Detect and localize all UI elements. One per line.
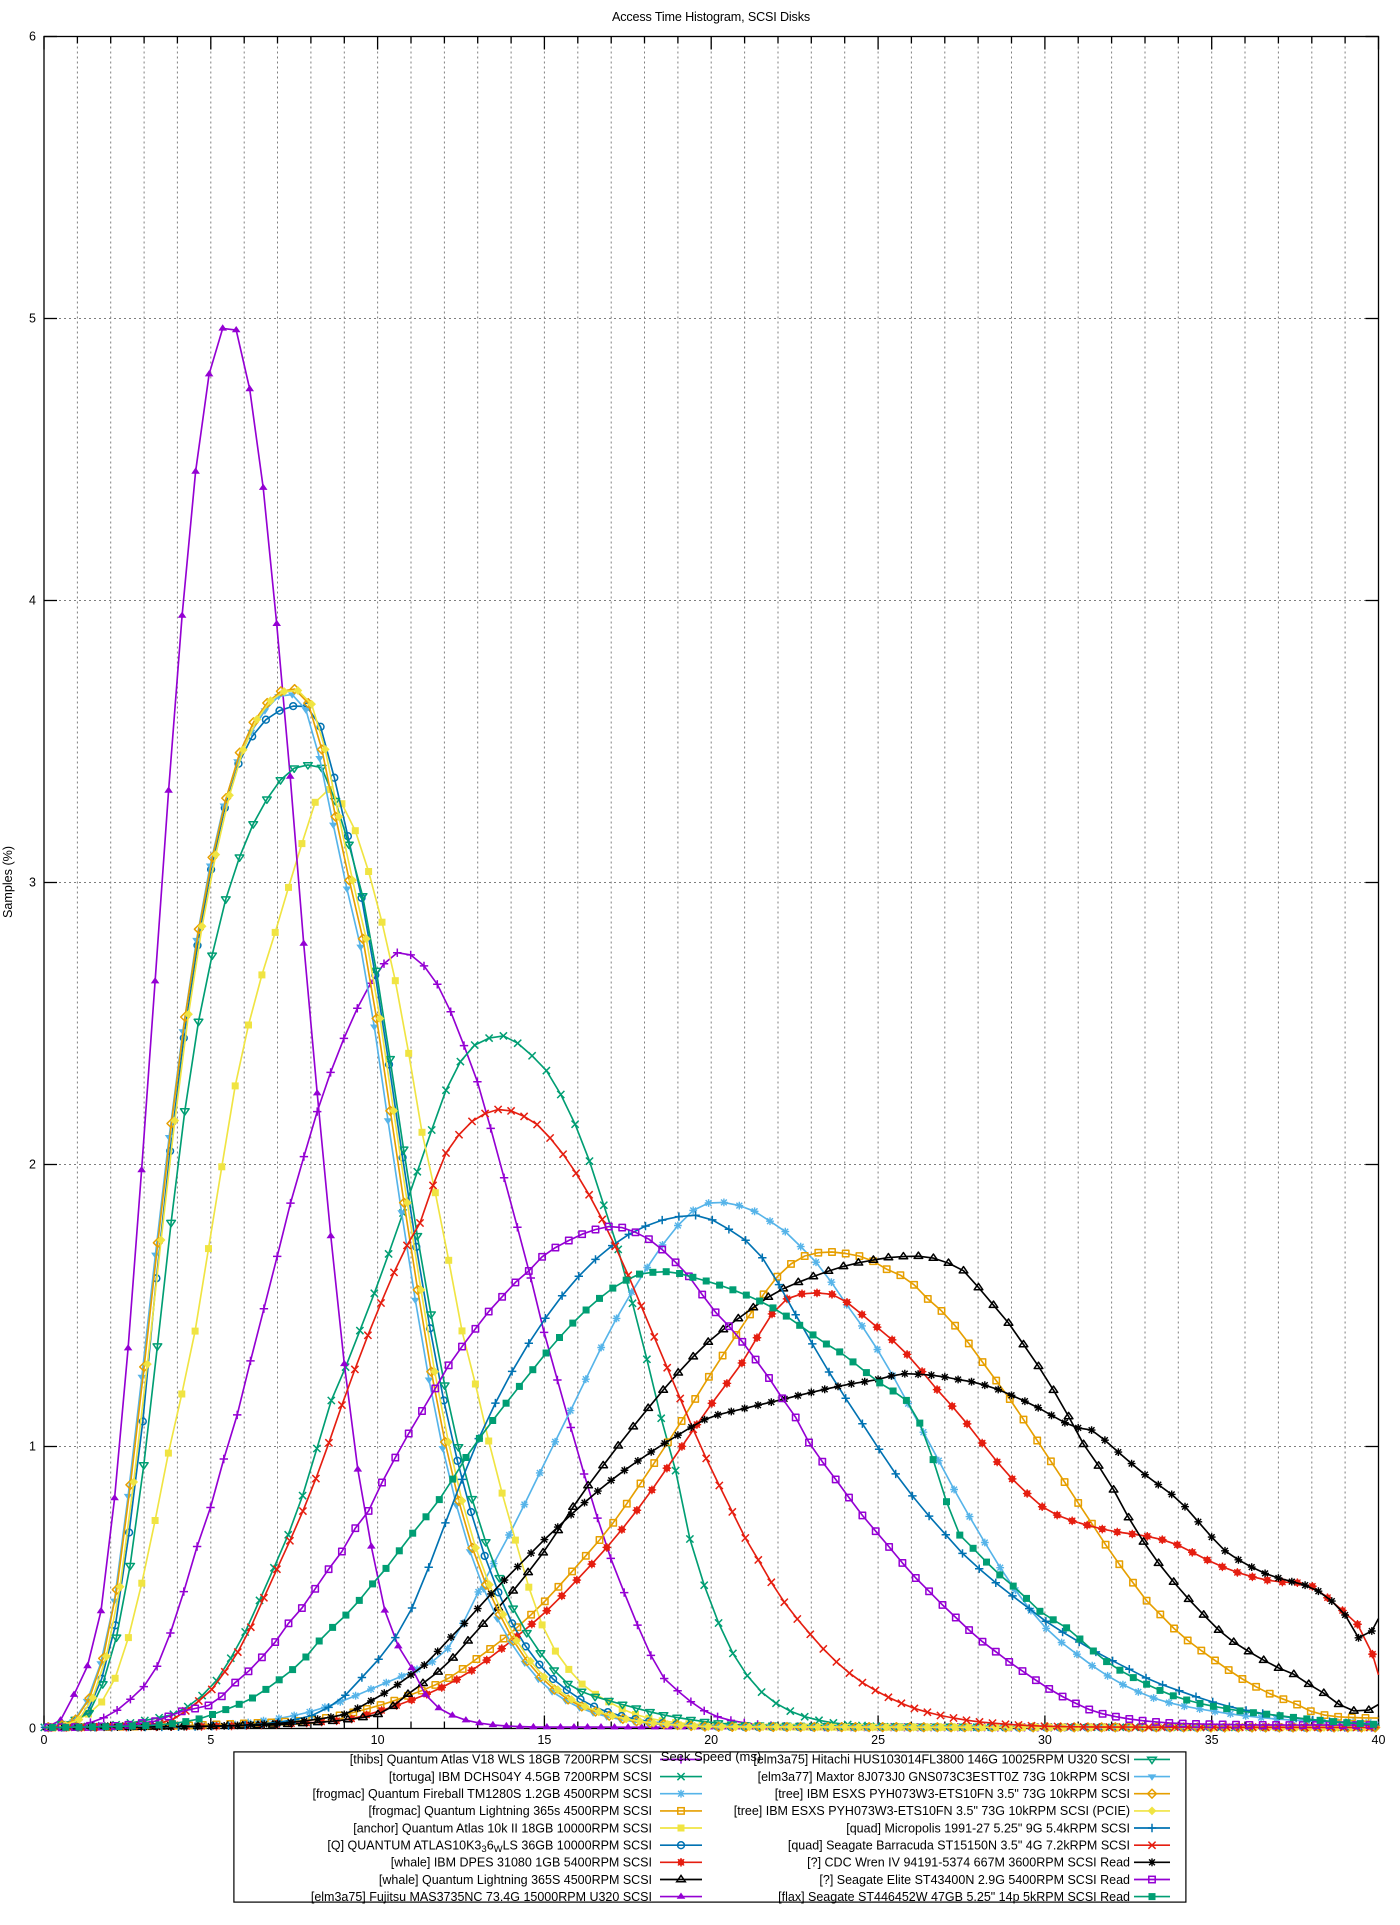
- svg-text:1: 1: [29, 1440, 36, 1454]
- svg-text:[frogmac] Quantum Lightning 36: [frogmac] Quantum Lightning 365s 4500RPM…: [369, 1804, 652, 1818]
- svg-text:[anchor] Quantum Atlas 10k II: [anchor] Quantum Atlas 10k II 18GB 10000…: [353, 1821, 652, 1835]
- svg-text:25: 25: [871, 1733, 885, 1747]
- svg-text:6: 6: [29, 30, 36, 44]
- svg-text:[flax] Seagate ST446452W 47GB: [flax] Seagate ST446452W 47GB 5.25" 14p …: [778, 1890, 1130, 1904]
- svg-text:35: 35: [1205, 1733, 1219, 1747]
- svg-text:[tree] IBM ESXS PYH073W3-ETS10: [tree] IBM ESXS PYH073W3-ETS10FN 3.5" 73…: [734, 1804, 1130, 1818]
- svg-text:[?] Seagate Elite ST43400N 2.9: [?] Seagate Elite ST43400N 2.9G 5400RPM …: [819, 1873, 1130, 1887]
- svg-text:0: 0: [41, 1733, 48, 1747]
- svg-text:[whale] Quantum Lightning 365S: [whale] Quantum Lightning 365S 4500RPM S…: [379, 1873, 652, 1887]
- svg-text:[tortuga] IBM DCHS04Y 4.5GB 72: [tortuga] IBM DCHS04Y 4.5GB 7200RPM SCSI: [389, 1770, 652, 1784]
- svg-text:[elm3a75] Fujitsu MAS3735NC 73: [elm3a75] Fujitsu MAS3735NC 73.4G 15000R…: [311, 1890, 652, 1904]
- svg-text:5: 5: [207, 1733, 214, 1747]
- svg-text:30: 30: [1038, 1733, 1052, 1747]
- svg-text:20: 20: [704, 1733, 718, 1747]
- svg-text:[tree] IBM ESXS PYH073W3-ETS10: [tree] IBM ESXS PYH073W3-ETS10FN 3.5" 73…: [775, 1787, 1130, 1801]
- svg-text:Seek Speed (ms): Seek Speed (ms): [661, 1749, 761, 1764]
- svg-text:[Q] QUANTUM ATLAS10K336WLS 36G: [Q] QUANTUM ATLAS10K336WLS 36GB 10000RPM…: [327, 1839, 652, 1856]
- svg-text:[elm3a77] Maxtor 8J073J0 GNS07: [elm3a77] Maxtor 8J073J0 GNS073C3ESTT0Z …: [758, 1770, 1130, 1784]
- svg-text:Samples (%): Samples (%): [1, 846, 15, 918]
- svg-text:4: 4: [29, 594, 36, 608]
- svg-text:Access Time Histogram, SCSI Di: Access Time Histogram, SCSI Disks: [612, 10, 810, 24]
- svg-text:0: 0: [29, 1722, 36, 1736]
- svg-text:[elm3a75] Hitachi HUS103014FL3: [elm3a75] Hitachi HUS103014FL3800 146G 1…: [753, 1753, 1130, 1767]
- svg-text:[?] CDC Wren IV 94191-5374 667: [?] CDC Wren IV 94191-5374 667M 3600RPM …: [807, 1856, 1130, 1870]
- svg-text:15: 15: [537, 1733, 551, 1747]
- svg-text:[quad] Micropolis 1991-27 5.25: [quad] Micropolis 1991-27 5.25" 9G 5.4kR…: [846, 1821, 1130, 1835]
- svg-text:[quad] Seagate Barracuda ST151: [quad] Seagate Barracuda ST15150N 3.5" 4…: [788, 1839, 1130, 1853]
- svg-text:[whale] IBM DPES 31080 1GB 540: [whale] IBM DPES 31080 1GB 5400RPM SCSI: [391, 1856, 652, 1870]
- svg-text:40: 40: [1372, 1733, 1386, 1747]
- svg-text:5: 5: [29, 312, 36, 326]
- svg-text:3: 3: [29, 876, 36, 890]
- svg-text:[frogmac] Quantum Fireball TM1: [frogmac] Quantum Fireball TM1280S 1.2GB…: [312, 1787, 652, 1801]
- svg-text:[thibs] Quantum Atlas V18 WLS: [thibs] Quantum Atlas V18 WLS 18GB 7200R…: [350, 1753, 652, 1767]
- svg-text:2: 2: [29, 1158, 36, 1172]
- svg-text:10: 10: [371, 1733, 385, 1747]
